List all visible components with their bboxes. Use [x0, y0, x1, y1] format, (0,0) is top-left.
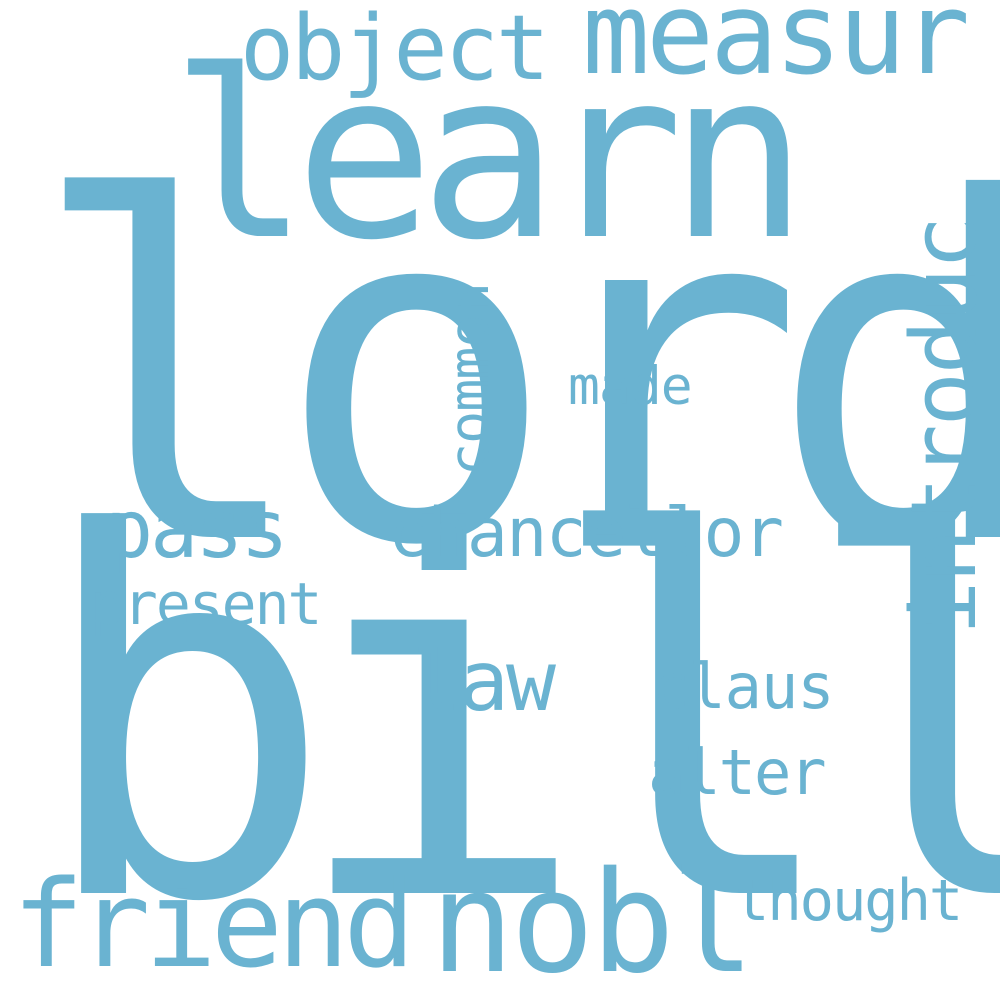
word-friend: friend: [12, 856, 415, 995]
word-nobl: nobl: [430, 842, 755, 1000]
word-made: made: [568, 356, 693, 417]
word-common: common: [437, 283, 501, 476]
word-present: present: [90, 570, 322, 638]
word-chancellor: chancellor: [388, 494, 784, 573]
word-pass: pass: [105, 483, 289, 576]
word-learn: learn: [170, 21, 808, 291]
word-measur: measur: [582, 0, 970, 100]
word-claus: claus: [652, 650, 835, 723]
word-lord: lord: [28, 101, 1000, 648]
word-bill: bill: [34, 429, 1000, 1000]
word-introduc: introduc: [892, 217, 997, 635]
word-alter: alter: [648, 736, 827, 809]
word-law: law: [412, 633, 556, 730]
word-thought: thought: [735, 868, 963, 934]
word-object: object: [240, 0, 550, 101]
